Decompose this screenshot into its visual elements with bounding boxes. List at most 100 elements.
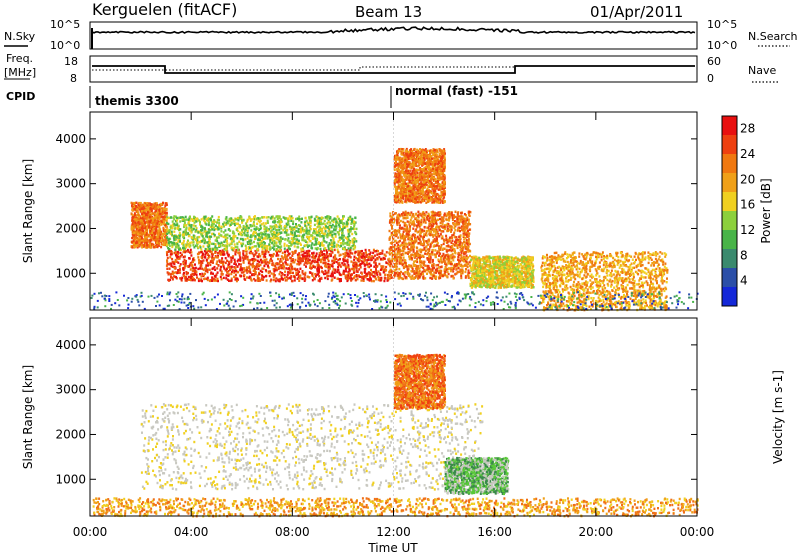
- data-cell: [177, 251, 179, 253]
- data-cell: [329, 231, 331, 233]
- data-cell: [290, 218, 292, 220]
- data-cell: [175, 271, 177, 273]
- data-cell: [181, 242, 183, 244]
- data-cell: [434, 244, 436, 246]
- data-cell: [141, 237, 143, 239]
- data-cell: [159, 213, 161, 215]
- data-cell: [453, 232, 455, 234]
- data-cell: [185, 276, 187, 278]
- data-cell: [439, 277, 441, 279]
- station-title: Kerguelen (fitACF): [92, 0, 237, 19]
- data-cell: [238, 241, 240, 243]
- data-cell: [136, 202, 138, 204]
- data-cell: [328, 271, 330, 273]
- data-cell: [253, 273, 255, 275]
- data-cell: [225, 277, 227, 279]
- data-cell: [367, 278, 369, 280]
- data-cell: [188, 276, 190, 278]
- data-cell: [188, 228, 190, 230]
- data-cell: [259, 242, 261, 244]
- data-cell: [150, 246, 152, 248]
- data-cell: [366, 262, 368, 264]
- data-cell: [235, 274, 237, 276]
- data-cell: [428, 250, 430, 252]
- data-cell: [350, 277, 352, 279]
- data-cell: [291, 226, 293, 228]
- data-cell: [324, 220, 326, 222]
- data-cell: [278, 220, 280, 222]
- data-cell: [231, 279, 233, 281]
- freq-tick-bottom: 8: [70, 72, 77, 85]
- data-cell: [220, 234, 222, 236]
- data-cell: [461, 245, 463, 247]
- data-cell: [233, 276, 235, 278]
- data-cell: [231, 247, 233, 249]
- data-cell: [204, 227, 206, 229]
- data-cell: [131, 226, 133, 228]
- data-cell: [456, 263, 458, 265]
- data-cell: [218, 233, 220, 235]
- data-cell: [152, 206, 154, 208]
- data-cell: [245, 245, 247, 247]
- data-cell: [463, 232, 465, 234]
- data-cell: [138, 244, 140, 246]
- data-cell: [292, 217, 294, 219]
- data-cell: [240, 216, 242, 218]
- data-cell: [327, 258, 329, 260]
- data-cell: [223, 236, 225, 238]
- data-cell: [155, 246, 157, 248]
- data-cell: [156, 232, 158, 234]
- data-cell: [227, 272, 229, 274]
- data-cell: [167, 223, 169, 225]
- data-cell: [201, 268, 203, 270]
- data-cell: [294, 235, 296, 237]
- data-cell: [437, 214, 439, 216]
- data-cell: [178, 217, 180, 219]
- data-cell: [279, 249, 281, 251]
- data-cell: [461, 229, 463, 231]
- data-cell: [173, 231, 175, 233]
- data-cell: [432, 240, 434, 242]
- data-cell: [160, 223, 162, 225]
- data-cell: [135, 235, 137, 237]
- data-cell: [334, 218, 336, 220]
- data-cell: [183, 251, 185, 253]
- data-cell: [156, 220, 158, 222]
- data-cell: [445, 218, 447, 220]
- data-cell: [164, 208, 166, 210]
- data-cell: [317, 219, 319, 221]
- data-cell: [376, 257, 378, 259]
- data-cell: [353, 262, 355, 264]
- data-cell: [193, 216, 195, 218]
- data-cell: [450, 263, 452, 265]
- data-cell: [141, 205, 143, 207]
- data-cell: [169, 256, 171, 258]
- data-cell: [170, 226, 172, 228]
- data-cell: [323, 259, 325, 261]
- data-cell: [298, 228, 300, 230]
- data-cell: [170, 216, 172, 218]
- data-cell: [259, 273, 261, 275]
- data-cell: [401, 250, 403, 252]
- data-cell: [419, 238, 421, 240]
- data-cell: [274, 227, 276, 229]
- data-cell: [370, 264, 372, 266]
- data-cell: [336, 261, 338, 263]
- data-cell: [467, 243, 469, 245]
- data-cell: [444, 256, 446, 258]
- data-cell: [314, 278, 316, 280]
- data-cell: [355, 240, 357, 242]
- data-cell: [291, 255, 293, 257]
- data-cell: [335, 223, 337, 225]
- data-cell: [451, 214, 453, 216]
- data-cell: [268, 243, 270, 245]
- data-cell: [142, 225, 144, 227]
- data-cell: [462, 225, 464, 227]
- data-cell: [435, 276, 437, 278]
- data-cell: [242, 243, 244, 245]
- data-cell: [294, 228, 296, 230]
- data-cell: [226, 260, 228, 262]
- data-cell: [464, 226, 466, 228]
- data-cell: [149, 230, 151, 232]
- data-cell: [453, 277, 455, 279]
